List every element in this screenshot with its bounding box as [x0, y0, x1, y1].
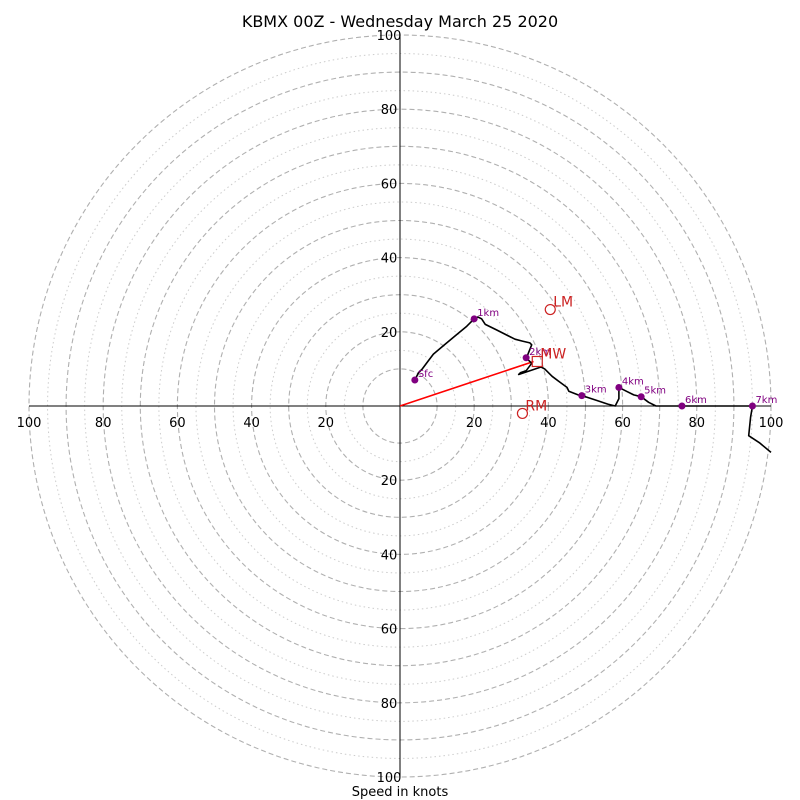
x-tick-label: 20	[318, 416, 335, 431]
height-marker-point	[637, 393, 645, 401]
x-tick-label: 100	[17, 416, 42, 431]
storm-motion-markers: LM RM MW	[516, 295, 573, 420]
height-marker-label: Sfc	[418, 369, 433, 380]
height-marker-point	[748, 402, 756, 410]
x-tick-label: 20	[466, 416, 483, 431]
tick-labels: 100 80 60 40 20 20 40 60 80 100 100 80 60 40 20 20 40 60 8…	[17, 29, 784, 786]
x-tick-label: 40	[243, 416, 260, 431]
y-tick-label: 80	[381, 103, 398, 118]
x-tick-label: 60	[169, 416, 186, 431]
mean-wind-line	[399, 360, 534, 407]
y-tick-label: 40	[381, 548, 398, 563]
height-marker-point	[678, 402, 686, 410]
height-marker-label: 1km	[477, 308, 499, 319]
height-marker-point	[615, 383, 623, 391]
height-marker-point	[522, 354, 530, 362]
height-marker-point	[578, 392, 586, 400]
storm-motion-label: RM	[525, 398, 547, 414]
height-marker-label: 7km	[755, 395, 777, 406]
y-tick-label: 100	[377, 771, 402, 786]
height-marker-label: 3km	[585, 385, 607, 396]
chart-title: KBMX 00Z - Wednesday March 25 2020	[242, 12, 558, 31]
storm-motion-label: MW	[540, 346, 566, 362]
y-tick-label: 40	[381, 252, 398, 267]
x-tick-label: 80	[95, 416, 112, 431]
y-tick-label: 20	[381, 326, 398, 341]
y-tick-label: 100	[377, 29, 402, 44]
x-tick-label: 100	[759, 416, 784, 431]
storm-motion-marker	[544, 303, 556, 316]
height-marker-label: 4km	[622, 376, 644, 387]
x-tick-label: 80	[689, 416, 706, 431]
x-axis-label: Speed in knots	[352, 785, 449, 800]
height-marker-point	[411, 376, 419, 384]
height-marker-label: 6km	[685, 395, 707, 406]
mean-wind-vector	[399, 360, 534, 407]
storm-motion-marker	[516, 407, 529, 420]
height-marker-label: 2km	[529, 347, 551, 358]
height-marker-point	[470, 315, 478, 323]
storm-motion-label: LM	[553, 295, 573, 311]
y-tick-label: 80	[381, 697, 398, 712]
y-tick-label: 20	[381, 474, 398, 489]
y-tick-label: 60	[381, 623, 398, 638]
storm-motion-marker	[531, 355, 543, 368]
height-marker-label: 5km	[644, 386, 666, 397]
x-tick-label: 40	[540, 416, 557, 431]
y-tick-label: 60	[381, 177, 398, 192]
x-tick-label: 60	[614, 416, 631, 431]
